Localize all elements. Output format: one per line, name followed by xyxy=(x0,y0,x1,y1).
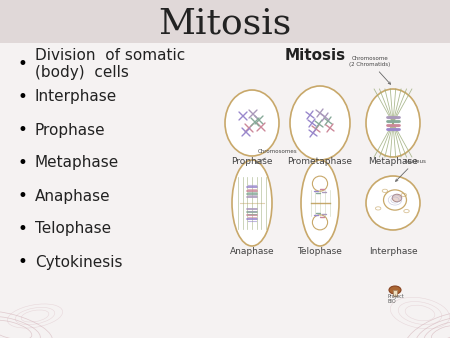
Ellipse shape xyxy=(366,176,420,230)
Text: •: • xyxy=(17,220,27,238)
Text: Prophase: Prophase xyxy=(231,158,273,167)
Text: Anaphase: Anaphase xyxy=(35,189,111,203)
Text: Anaphase: Anaphase xyxy=(230,247,274,257)
Text: •: • xyxy=(17,55,27,73)
Text: Mitosis: Mitosis xyxy=(158,6,292,40)
Text: Telophase: Telophase xyxy=(35,221,111,237)
Text: Cytokinesis: Cytokinesis xyxy=(35,255,122,269)
Text: •: • xyxy=(17,187,27,205)
Text: •: • xyxy=(17,154,27,172)
Ellipse shape xyxy=(366,89,420,157)
Text: Nucleus: Nucleus xyxy=(396,159,426,182)
Bar xyxy=(0,0,450,43)
Text: •: • xyxy=(17,88,27,106)
Text: Prometaphase: Prometaphase xyxy=(288,158,352,167)
Text: Telophase: Telophase xyxy=(297,247,342,257)
Text: Interphase: Interphase xyxy=(35,90,117,104)
Ellipse shape xyxy=(392,194,402,202)
Text: •: • xyxy=(17,253,27,271)
Text: Division  of somatic
(body)  cells: Division of somatic (body) cells xyxy=(35,48,185,80)
Ellipse shape xyxy=(389,286,401,294)
Text: Metaphase: Metaphase xyxy=(35,155,119,170)
Text: Project
BIO: Project BIO xyxy=(387,294,404,305)
Text: Interphase: Interphase xyxy=(369,247,417,257)
Ellipse shape xyxy=(225,90,279,156)
Text: Prophase: Prophase xyxy=(35,122,106,138)
Text: •: • xyxy=(17,121,27,139)
Text: Chromosomes: Chromosomes xyxy=(255,149,298,163)
Ellipse shape xyxy=(301,160,339,246)
Text: Metaphase: Metaphase xyxy=(368,158,418,167)
Bar xyxy=(393,290,397,296)
Ellipse shape xyxy=(232,160,272,246)
Text: Chromosome
(2 Chromatids): Chromosome (2 Chromatids) xyxy=(349,56,391,84)
Ellipse shape xyxy=(290,86,350,160)
Text: Mitosis: Mitosis xyxy=(284,48,346,64)
